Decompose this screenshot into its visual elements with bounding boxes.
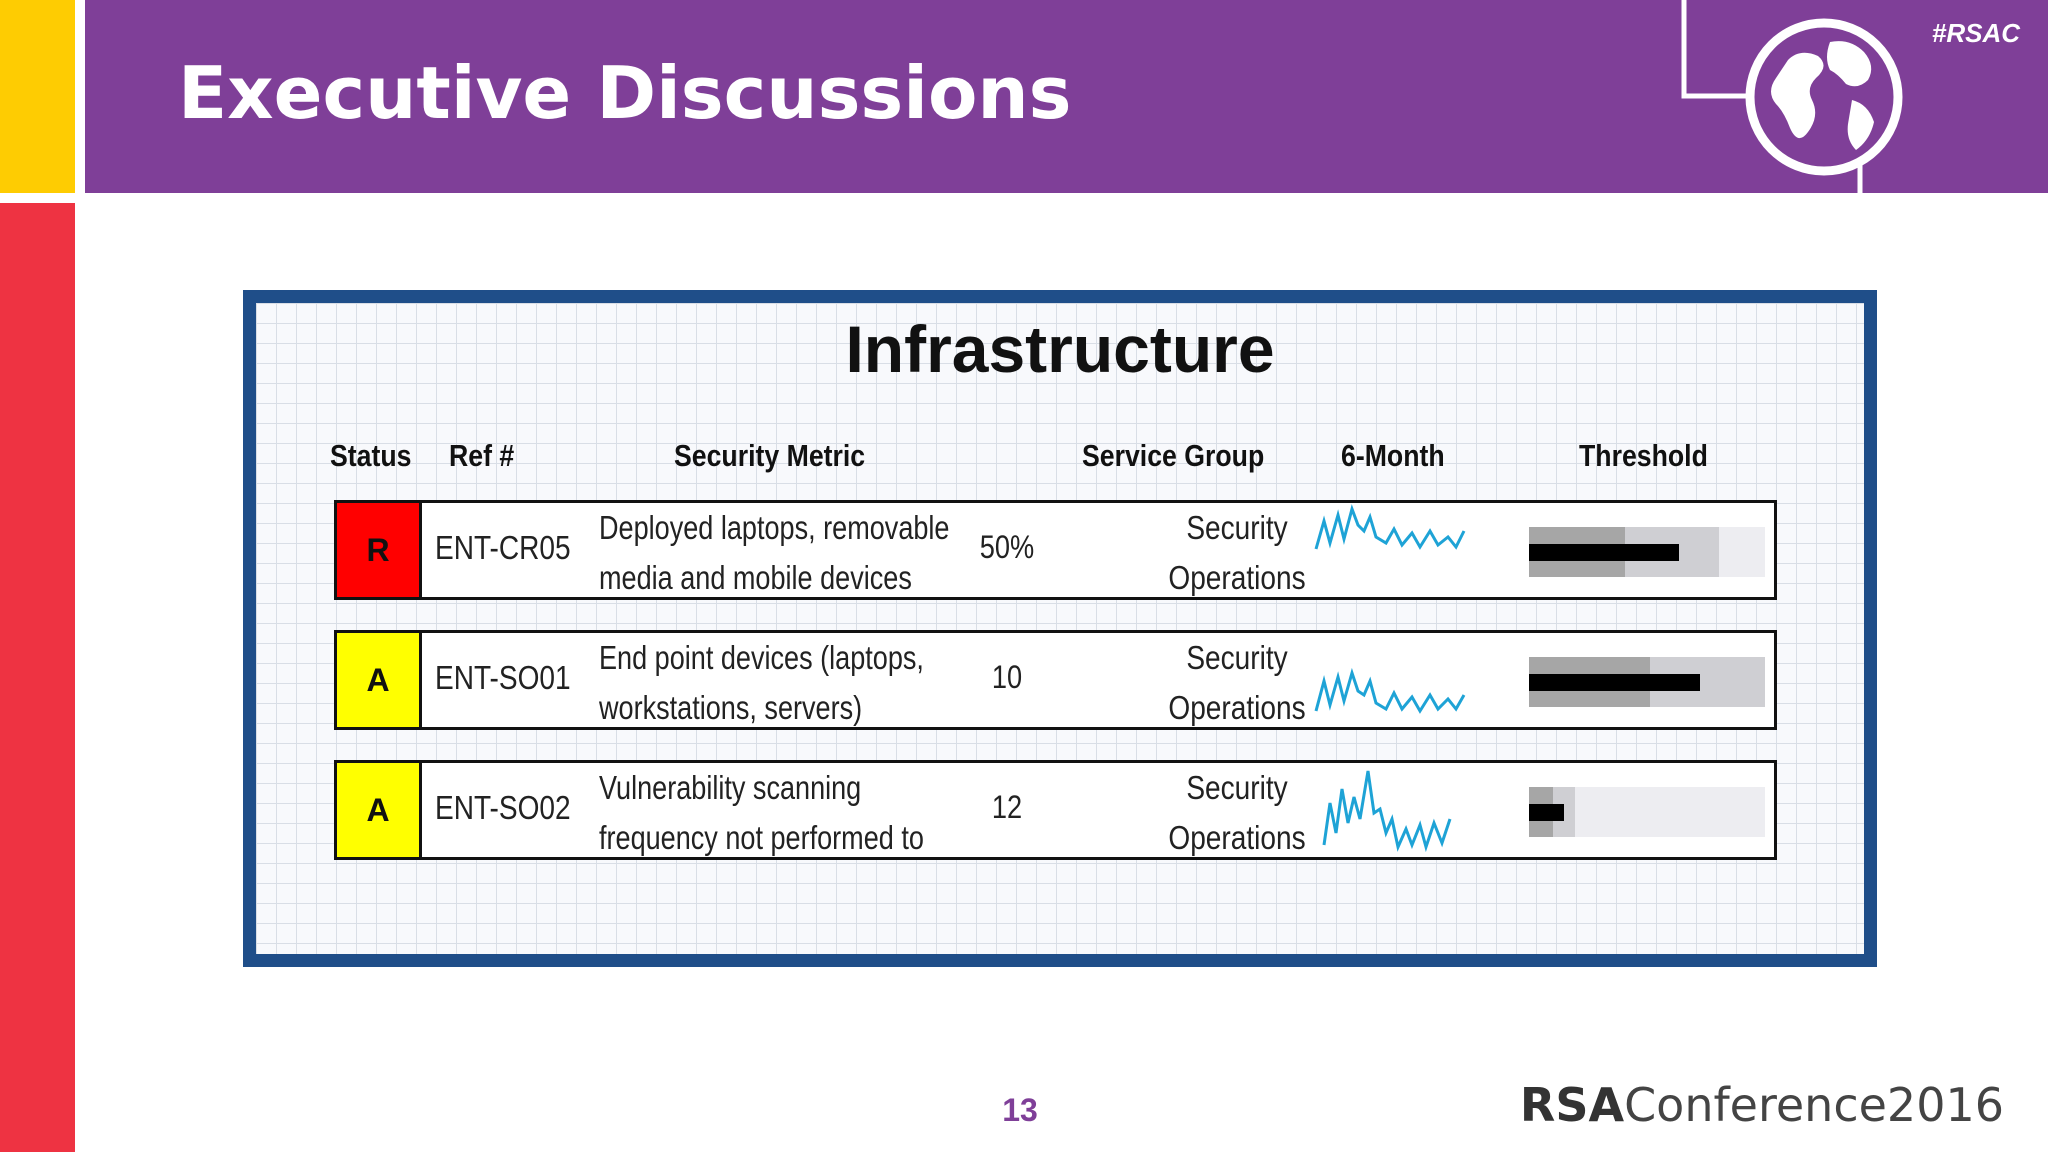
ref-number: ENT-SO01 xyxy=(435,659,571,696)
accent-bar-red xyxy=(0,203,75,1152)
security-metric: End point devices (laptops, workstations… xyxy=(599,633,924,733)
threshold-marker xyxy=(1529,674,1700,691)
group-line: Operations xyxy=(1168,819,1306,856)
metric-line: workstations, servers) xyxy=(599,689,863,726)
brand-bold: RSA xyxy=(1519,1078,1625,1132)
threshold-bar xyxy=(1529,657,1765,707)
status-badge: A xyxy=(337,633,422,727)
column-header-threshold: Threshold xyxy=(1579,438,1708,473)
column-header-ref: Ref # xyxy=(449,438,515,473)
page-number: 13 xyxy=(1002,1092,1038,1128)
service-group: Security Operations xyxy=(1144,503,1331,603)
metric-line: Vulnerability scanning xyxy=(599,769,862,806)
ref-number: ENT-SO02 xyxy=(435,789,571,826)
threshold-bar xyxy=(1529,527,1765,577)
globe-icon xyxy=(1681,0,1903,193)
rsa-conference-logo: RSAConference2016 xyxy=(1520,1078,2004,1132)
group-line: Operations xyxy=(1168,689,1306,726)
column-header-6month: 6-Month xyxy=(1341,438,1445,473)
sparkline-6-month xyxy=(1314,667,1466,714)
metric-line: frequency not performed to xyxy=(599,819,924,856)
sparkline-6-month xyxy=(1322,770,1452,853)
metric-line: End point devices (laptops, xyxy=(599,639,924,676)
slide-title: Executive Discussions xyxy=(178,51,1072,135)
panel-title: Infrastructure xyxy=(845,312,1275,386)
metric-value: 50% xyxy=(979,529,1035,565)
group-line: Security xyxy=(1186,509,1288,546)
threshold-bar xyxy=(1529,787,1765,837)
threshold-marker xyxy=(1529,804,1564,821)
metric-row: R ENT-CR05 Deployed laptops, removable m… xyxy=(334,500,1777,600)
threshold-marker xyxy=(1529,544,1679,561)
service-group: Security Operations xyxy=(1144,763,1331,863)
metric-value: 12 xyxy=(991,789,1023,825)
service-group: Security Operations xyxy=(1144,633,1331,733)
column-header-group: Service Group xyxy=(1082,438,1265,473)
security-metric: Vulnerability scanning frequency not per… xyxy=(599,763,924,863)
metric-line: Deployed laptops, removable xyxy=(599,509,950,546)
infrastructure-panel: Infrastructure Status Ref # Security Met… xyxy=(243,290,1877,967)
metric-value: 10 xyxy=(991,659,1023,695)
status-badge: A xyxy=(337,763,422,857)
brand-rest: Conference2016 xyxy=(1624,1078,2004,1132)
group-line: Security xyxy=(1186,639,1288,676)
accent-bar-yellow xyxy=(0,0,75,193)
metric-line: media and mobile devices xyxy=(599,559,912,596)
security-metric: Deployed laptops, removable media and mo… xyxy=(599,503,949,603)
status-badge: R xyxy=(337,503,422,597)
metric-row: A ENT-SO02 Vulnerability scanning freque… xyxy=(334,760,1777,860)
sparkline-6-month xyxy=(1314,504,1466,550)
column-header-metric: Security Metric xyxy=(674,438,866,473)
hashtag-label: #RSAC xyxy=(1931,18,2020,48)
ref-number: ENT-CR05 xyxy=(435,529,571,566)
metric-row: A ENT-SO01 End point devices (laptops, w… xyxy=(334,630,1777,730)
column-header-status: Status xyxy=(330,438,412,473)
group-line: Operations xyxy=(1168,559,1306,596)
group-line: Security xyxy=(1186,769,1288,806)
